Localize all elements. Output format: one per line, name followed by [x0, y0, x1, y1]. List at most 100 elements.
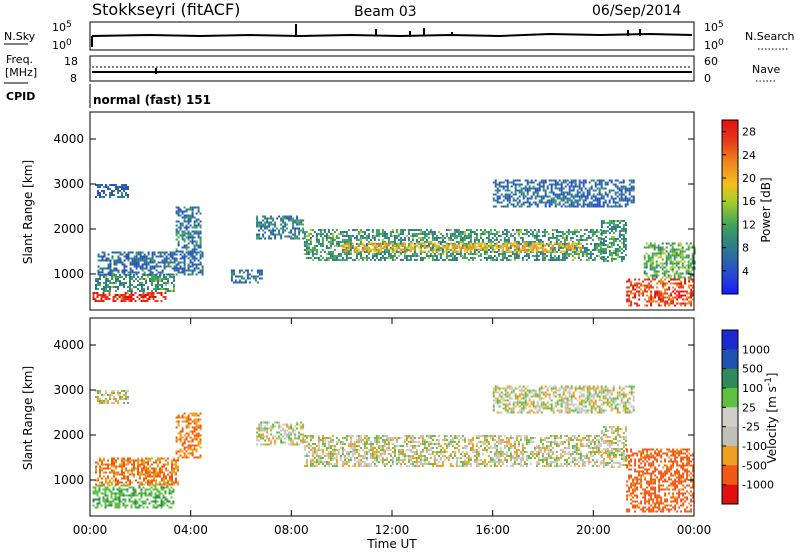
echo-cell — [137, 263, 140, 266]
echo-cell — [155, 459, 157, 462]
echo-cell — [585, 243, 588, 245]
echo-cell — [541, 231, 544, 233]
echo-cell — [661, 242, 664, 245]
echo-cell — [112, 492, 115, 495]
echo-cell — [127, 186, 129, 188]
echo-cell — [177, 236, 180, 239]
echo-cell — [401, 259, 404, 261]
echo-cell — [341, 241, 344, 243]
echo-cell — [149, 481, 151, 484]
echo-cell — [693, 246, 696, 249]
echo-cell — [294, 235, 297, 238]
echo-cell — [127, 257, 130, 260]
echo-cell — [535, 255, 538, 257]
echo-cell — [177, 269, 180, 272]
echo-cell — [461, 246, 464, 249]
echo-cell — [143, 463, 145, 466]
echo-cell — [313, 247, 316, 249]
echo-cell — [457, 233, 460, 235]
echo-cell — [125, 477, 127, 480]
echo-cell — [232, 269, 235, 272]
echo-cell — [175, 452, 178, 455]
echo-cell — [147, 253, 150, 256]
echo-cell — [292, 225, 295, 228]
echo-cell — [600, 238, 603, 240]
echo-cell — [598, 189, 601, 192]
echo-cell — [505, 250, 508, 253]
echo-cell — [367, 235, 370, 237]
echo-cell — [129, 257, 132, 260]
echo-cell — [153, 288, 155, 290]
echo-cell — [377, 253, 380, 255]
echo-cell — [286, 215, 289, 218]
echo-cell — [445, 246, 448, 249]
echo-cell — [491, 259, 494, 261]
echo-cell — [131, 288, 133, 290]
echo-cell — [143, 467, 145, 470]
echo-cell — [146, 494, 149, 497]
echo-cell — [518, 185, 521, 188]
echo-cell — [538, 189, 541, 192]
echo-cell — [199, 271, 202, 274]
echo-cell — [566, 205, 569, 208]
echo-cell — [103, 286, 105, 288]
echo-cell — [544, 181, 547, 184]
echo-cell — [286, 235, 289, 238]
echo-cell — [477, 248, 480, 251]
echo-cell — [573, 247, 576, 249]
echo-cell — [642, 290, 645, 293]
echo-cell — [138, 294, 141, 296]
echo-cell — [651, 252, 654, 255]
echo-cell — [357, 231, 360, 233]
echo-cell — [151, 259, 154, 262]
echo-cell — [544, 193, 547, 196]
echo-cell — [622, 258, 625, 260]
echo-cell — [485, 259, 488, 261]
echo-cell — [548, 183, 551, 186]
echo-cell — [179, 208, 182, 211]
echo-cell — [256, 269, 259, 272]
echo-cell — [568, 199, 571, 202]
echo-cell — [459, 235, 462, 237]
echo-cell — [571, 242, 574, 245]
echo-cell — [540, 181, 543, 184]
echo-cell — [130, 294, 133, 296]
echo-cell — [173, 469, 175, 472]
echo-cell — [294, 219, 297, 222]
echo-cell — [598, 179, 601, 182]
echo-cell — [610, 246, 613, 248]
echo-cell — [114, 506, 117, 509]
echo-cell — [367, 242, 370, 245]
echo-cell — [165, 284, 167, 286]
echo-cell — [298, 221, 301, 224]
echo-cell — [256, 219, 259, 222]
cpid-label: CPID — [6, 90, 35, 103]
echo-cell — [321, 257, 324, 259]
echo-cell — [185, 224, 188, 227]
echo-cell — [148, 298, 151, 300]
echo-cell — [147, 471, 149, 474]
echo-cell — [325, 235, 328, 237]
echo-cell — [674, 278, 677, 281]
echo-cell — [686, 292, 689, 295]
echo-cell — [145, 461, 147, 464]
echo-cell — [345, 247, 348, 249]
echo-cell — [498, 189, 501, 192]
echo-cell — [250, 269, 253, 272]
echo-cell — [546, 201, 549, 204]
echo-cell — [616, 248, 619, 250]
echo-cell — [600, 179, 603, 182]
echo-cell — [439, 233, 442, 235]
echo-cell — [671, 248, 674, 251]
echo-cell — [592, 193, 595, 196]
echo-cell — [688, 280, 691, 283]
echo-cell — [453, 246, 456, 249]
echo-cell — [616, 226, 619, 228]
echo-cell — [165, 278, 167, 280]
echo-cell — [187, 230, 190, 233]
echo-cell — [144, 502, 147, 505]
echo-cell — [152, 500, 155, 503]
echo-cell — [483, 244, 486, 247]
echo-cell — [349, 241, 352, 243]
echo-cell — [146, 294, 149, 296]
